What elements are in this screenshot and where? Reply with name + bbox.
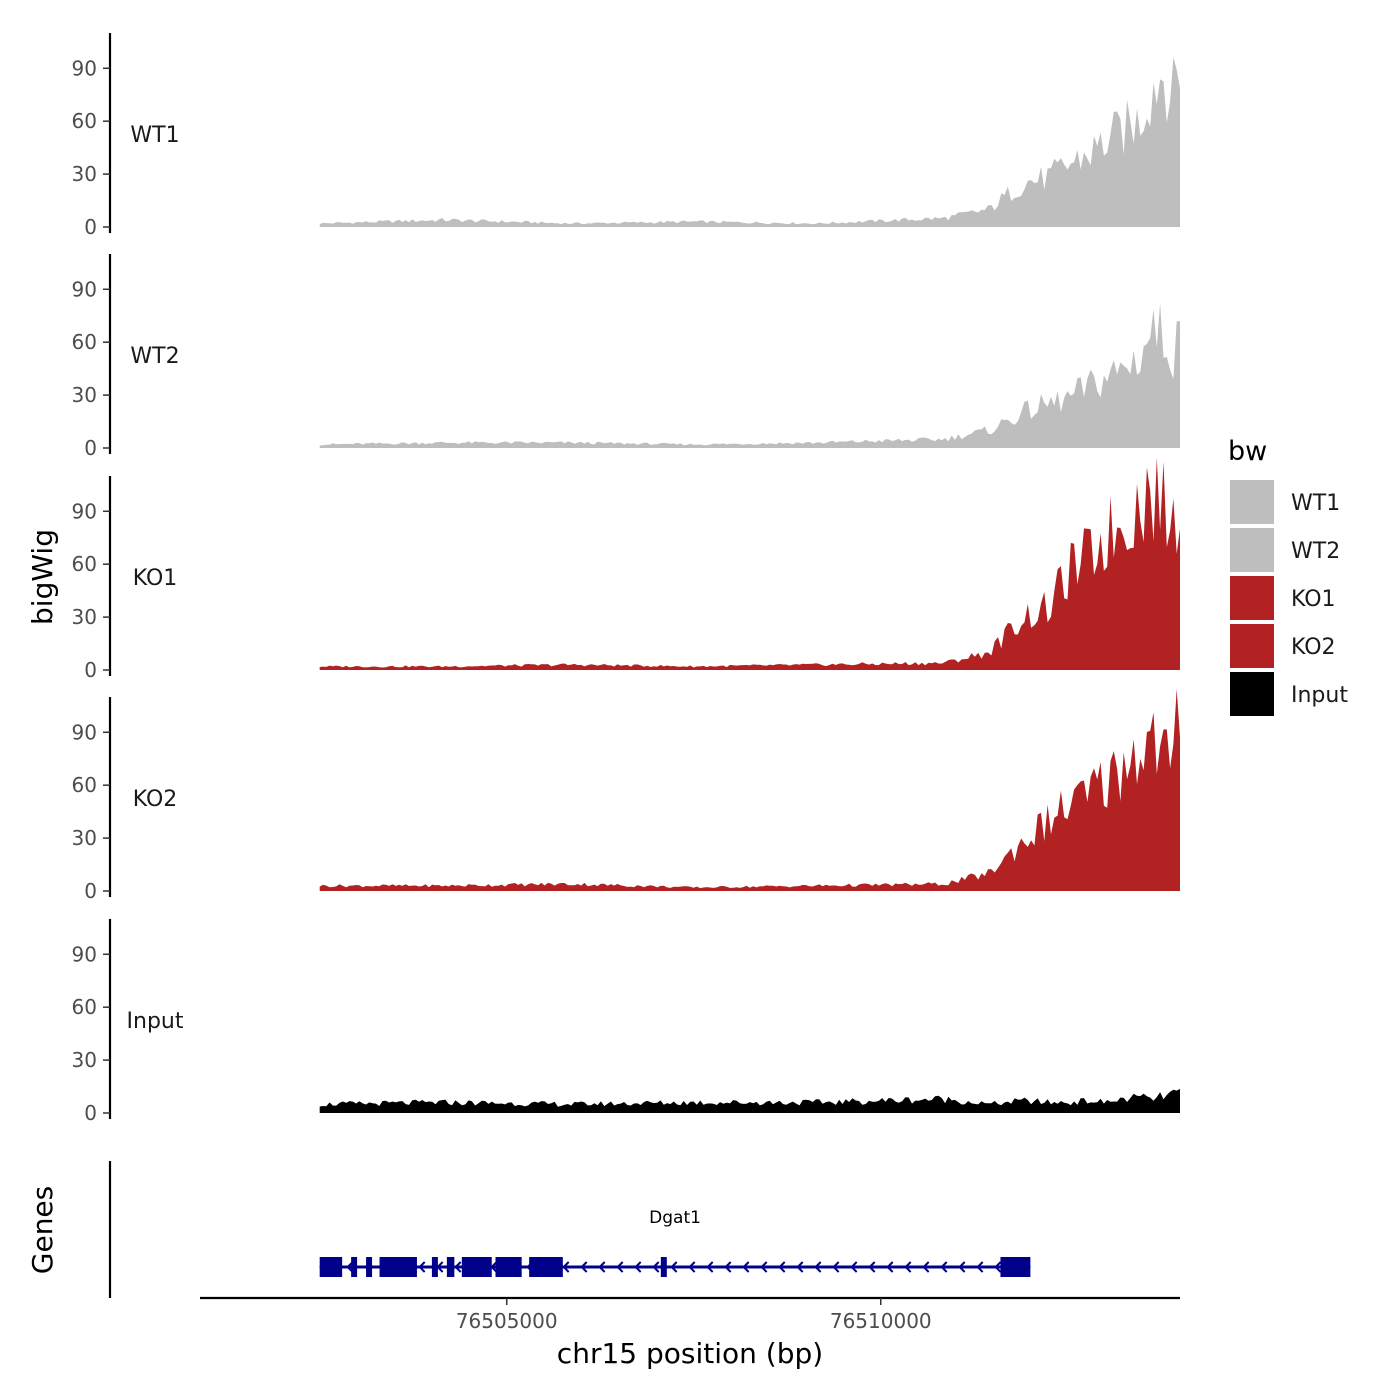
y-tick-label: 90 [72, 277, 97, 301]
strand-arrow [958, 1261, 966, 1273]
gene-exon [529, 1257, 563, 1277]
coverage-area-ko2 [319, 689, 1180, 891]
y-tick-label: 30 [72, 826, 97, 850]
gene-exon [446, 1257, 455, 1277]
track-label: Input [127, 1009, 184, 1034]
y-tick-label: 0 [84, 436, 97, 460]
y-tick-label: 60 [72, 552, 97, 576]
strand-arrow [742, 1261, 750, 1273]
legend-swatch-ko1 [1230, 576, 1274, 620]
legend-label-wt1: WT1 [1291, 491, 1340, 516]
y-tick-label: 30 [72, 1048, 97, 1072]
y-tick-label: 90 [72, 942, 97, 966]
strand-arrow [454, 1261, 462, 1273]
gene-label: Dgat1 [649, 1208, 701, 1228]
gene-exon [366, 1257, 373, 1277]
y-tick-label: 0 [84, 215, 97, 239]
strand-arrow [616, 1261, 624, 1273]
track-label: KO1 [133, 566, 178, 591]
y-tick-label: 0 [84, 1101, 97, 1125]
y-tick-label: 30 [72, 162, 97, 186]
y-tick-label: 0 [84, 879, 97, 903]
strand-arrow [598, 1261, 606, 1273]
strand-arrow [850, 1261, 858, 1273]
strand-arrow [904, 1261, 912, 1273]
legend-label-ko1: KO1 [1291, 587, 1336, 612]
strand-arrow [724, 1261, 732, 1273]
y-tick-label: 60 [72, 773, 97, 797]
gene-exon [351, 1257, 358, 1277]
coverage-area-wt2 [319, 303, 1180, 448]
gene-track: Dgat1 [108, 1161, 1031, 1298]
strand-arrow [940, 1261, 948, 1273]
track-wt2: 0 30 60 90 WT2 [72, 254, 1180, 460]
gene-exon [461, 1257, 492, 1277]
strand-arrow [922, 1261, 930, 1273]
y-tick-label: 0 [84, 658, 97, 682]
strand-arrow [886, 1261, 894, 1273]
strand-arrow [580, 1261, 588, 1273]
track-input: 0 30 60 90 Input [72, 919, 1180, 1125]
gene-exon [660, 1257, 667, 1277]
legend-label-input: Input [1291, 683, 1348, 708]
gene-exon [1000, 1257, 1031, 1277]
strand-arrow [796, 1261, 804, 1273]
strand-arrow [994, 1261, 1002, 1273]
gene-exon [431, 1257, 438, 1277]
coverage-area-wt1 [319, 57, 1180, 227]
legend-label-wt2: WT2 [1291, 539, 1340, 564]
track-label: KO2 [133, 787, 178, 812]
y-tick-label: 60 [72, 330, 97, 354]
strand-arrow [778, 1261, 786, 1273]
y-tick-label: 90 [72, 499, 97, 523]
tracks-layer: 0 30 60 90 WT1 0 30 60 90 WT2 0 30 60 90 KO1 0 30 60 90 KO2… [72, 33, 1180, 1125]
legend-title: bw [1228, 436, 1267, 467]
genes-axis-title: Genes [26, 1186, 59, 1274]
legend-label-ko2: KO2 [1291, 635, 1336, 660]
strand-arrow [868, 1261, 876, 1273]
legend-swatch-wt1 [1230, 480, 1274, 524]
track-label: WT1 [130, 123, 179, 148]
strand-arrow [814, 1261, 822, 1273]
legend: bw WT1 WT2 KO1 KO2 Input [1228, 436, 1348, 716]
track-ko2: 0 30 60 90 KO2 [72, 689, 1180, 903]
coverage-area-input [319, 1088, 1180, 1113]
gene-exon [495, 1257, 522, 1277]
gene-exon [319, 1257, 343, 1277]
gene-exon [379, 1257, 417, 1277]
track-wt1: 0 30 60 90 WT1 [72, 33, 1180, 239]
y-tick-label: 30 [72, 605, 97, 629]
y-tick-label: 60 [72, 109, 97, 133]
x-axis-title: chr15 position (bp) [557, 1337, 823, 1370]
strand-arrow [688, 1261, 696, 1273]
strand-arrow [670, 1261, 678, 1273]
y-tick-label: 60 [72, 995, 97, 1019]
strand-arrow [346, 1261, 354, 1273]
strand-arrow [418, 1261, 426, 1273]
y-tick-label: 90 [72, 720, 97, 744]
strand-arrow [652, 1261, 660, 1273]
legend-swatch-wt2 [1230, 528, 1274, 572]
strand-arrow [562, 1261, 570, 1273]
x-tick-label: 76510000 [830, 1309, 932, 1333]
y-tick-label: 90 [72, 56, 97, 80]
strand-arrow [634, 1261, 642, 1273]
track-label: WT2 [130, 344, 179, 369]
legend-swatch-ko2 [1230, 624, 1274, 668]
x-tick-label: 76505000 [456, 1309, 558, 1333]
y-axis-title: bigWig [26, 529, 59, 625]
strand-arrow [706, 1261, 714, 1273]
x-axis: 76505000 76510000 [200, 1296, 1180, 1333]
track-ko1: 0 30 60 90 KO1 [72, 457, 1180, 682]
coverage-area-ko1 [319, 457, 1180, 670]
strand-arrow [832, 1261, 840, 1273]
legend-swatch-input [1230, 672, 1274, 716]
y-tick-label: 30 [72, 383, 97, 407]
strand-arrow [760, 1261, 768, 1273]
strand-arrow [976, 1261, 984, 1273]
